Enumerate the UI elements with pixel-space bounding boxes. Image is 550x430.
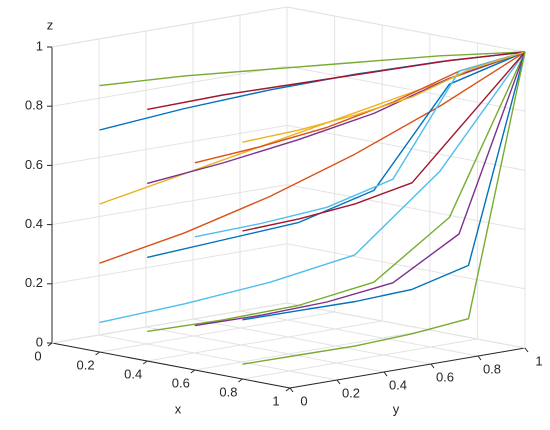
x-tick-label: 0.6	[172, 375, 190, 390]
z-tick-label: 0.2	[25, 275, 43, 290]
x-tick-label: 0.8	[219, 384, 237, 399]
grid-line	[98, 334, 338, 381]
grid-line	[51, 65, 288, 107]
grid-line	[145, 326, 385, 373]
data-line	[147, 51, 526, 111]
x-tick	[238, 378, 243, 383]
z-tick-label: 0.6	[25, 157, 43, 172]
x-tick-label: 0.4	[124, 366, 142, 381]
data-line	[99, 51, 526, 324]
x-tick	[190, 369, 196, 374]
data-line	[147, 51, 526, 259]
y-tick	[430, 363, 435, 369]
z-tick-label: 0	[36, 334, 43, 349]
data-line	[242, 51, 526, 321]
y-tick-label: 0	[300, 393, 307, 408]
data-line	[147, 51, 526, 185]
data-line	[242, 51, 526, 232]
data-line	[242, 51, 526, 365]
data-line	[194, 51, 526, 327]
box-edge	[51, 6, 288, 48]
grid-line	[51, 184, 288, 226]
y-tick-label: 0.2	[342, 385, 360, 400]
data-line	[99, 51, 526, 264]
y-tick	[524, 347, 529, 353]
box-edge	[51, 302, 288, 344]
grid-line	[192, 318, 432, 365]
x-tick	[95, 351, 100, 356]
grid-line	[242, 338, 478, 380]
data-line	[242, 51, 526, 143]
x-tick-label: 0	[34, 348, 41, 363]
grid-line	[286, 124, 526, 171]
x-tick	[142, 360, 148, 365]
box-edge	[286, 6, 526, 53]
data-line	[99, 51, 526, 87]
x-axis-label: x	[175, 401, 182, 416]
grid-line	[286, 243, 526, 290]
y-tick	[336, 379, 341, 385]
grid-line	[147, 320, 383, 362]
y-tick	[289, 387, 294, 393]
grid-line	[51, 124, 288, 166]
y-tick	[383, 371, 388, 377]
box-edge	[286, 302, 526, 349]
x-tick-label: 1	[272, 393, 279, 408]
y-tick	[477, 355, 482, 361]
grid-line	[51, 243, 288, 285]
box-edge	[51, 342, 291, 389]
x-tick-label: 0.2	[77, 357, 95, 372]
z-axis-label: z	[47, 17, 54, 32]
data-line	[99, 51, 526, 131]
grid-line	[194, 329, 430, 371]
y-tick-label: 0.4	[389, 377, 407, 392]
y-tick-label: 1	[535, 353, 542, 368]
data-line	[147, 51, 526, 333]
grid-line	[239, 310, 479, 357]
grid-line	[286, 184, 526, 231]
z-tick-label: 0.8	[25, 98, 43, 113]
grid-line	[99, 311, 335, 353]
y-tick-label: 0.6	[436, 369, 454, 384]
z-tick-label: 1	[36, 38, 43, 53]
z-tick-label: 0.4	[25, 216, 43, 231]
x-tick	[285, 387, 291, 392]
grid-line	[286, 65, 526, 112]
y-tick-label: 0.8	[483, 361, 501, 376]
data-line	[194, 51, 526, 238]
box-edge	[289, 347, 526, 389]
y-axis-label: y	[393, 401, 400, 416]
